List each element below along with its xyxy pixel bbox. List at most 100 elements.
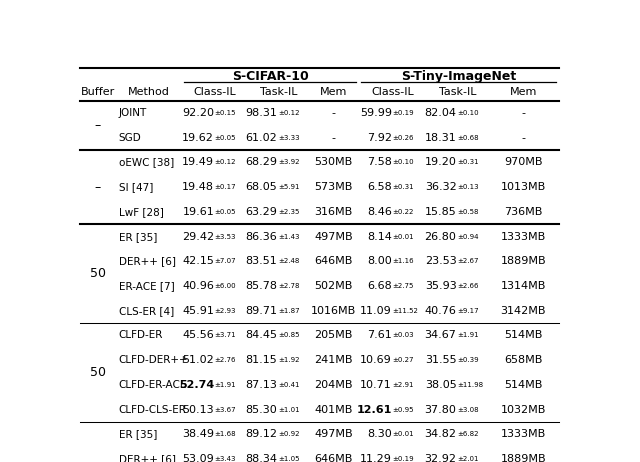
Text: 40.96: 40.96 [182,281,214,291]
Text: 83.51: 83.51 [246,256,277,266]
Text: 8.46: 8.46 [367,207,392,217]
Text: ±11.52: ±11.52 [392,308,419,314]
Text: ±0.10: ±0.10 [457,110,479,116]
Text: 1333MB: 1333MB [500,231,546,242]
Text: CLS-ER [4]: CLS-ER [4] [118,306,174,316]
Text: 1889MB: 1889MB [500,454,546,462]
Text: ±0.94: ±0.94 [457,234,479,240]
Text: 19.49: 19.49 [182,158,214,167]
Text: 63.29: 63.29 [246,207,277,217]
Text: 11.29: 11.29 [360,454,392,462]
Text: 19.62: 19.62 [182,133,214,143]
Text: ±3.53: ±3.53 [214,234,236,240]
Text: ±2.48: ±2.48 [278,258,300,264]
Text: ±3.71: ±3.71 [214,333,236,339]
Text: ±0.15: ±0.15 [214,110,236,116]
Text: ±0.58: ±0.58 [457,209,479,215]
Text: ±11.98: ±11.98 [457,382,483,388]
Text: 85.78: 85.78 [245,281,277,291]
Text: S-CIFAR-10: S-CIFAR-10 [232,70,308,83]
Text: 35.93: 35.93 [425,281,456,291]
Text: Class-IL: Class-IL [194,87,237,97]
Text: 19.48: 19.48 [182,182,214,192]
Text: ±0.01: ±0.01 [392,432,414,438]
Text: ±5.91: ±5.91 [278,184,300,190]
Text: 40.76: 40.76 [424,306,456,316]
Text: 84.45: 84.45 [245,330,277,340]
Text: ±3.92: ±3.92 [278,159,300,165]
Text: 8.30: 8.30 [367,429,392,439]
Text: 50: 50 [90,267,106,280]
Text: 12.61: 12.61 [356,405,392,415]
Text: Mem: Mem [320,87,347,97]
Text: 31.55: 31.55 [425,355,456,365]
Text: 6.58: 6.58 [367,182,392,192]
Text: ±0.26: ±0.26 [392,135,414,141]
Text: 1889MB: 1889MB [500,256,546,266]
Text: 316MB: 316MB [314,207,353,217]
Text: ±0.05: ±0.05 [214,209,236,215]
Text: 205MB: 205MB [314,330,353,340]
Text: 89.12: 89.12 [245,429,277,439]
Text: 19.20: 19.20 [424,158,456,167]
Text: 45.91: 45.91 [182,306,214,316]
Text: 98.31: 98.31 [246,108,277,118]
Text: 1013MB: 1013MB [500,182,546,192]
Text: 53.09: 53.09 [182,454,214,462]
Text: ±0.31: ±0.31 [457,159,479,165]
Text: ±0.12: ±0.12 [214,159,236,165]
Text: ±0.95: ±0.95 [392,407,414,413]
Text: 1314MB: 1314MB [500,281,546,291]
Text: 1333MB: 1333MB [500,429,546,439]
Text: ±9.17: ±9.17 [457,308,479,314]
Text: ±3.33: ±3.33 [278,135,300,141]
Text: ±7.07: ±7.07 [214,258,236,264]
Text: ±1.68: ±1.68 [214,432,236,438]
Text: 82.04: 82.04 [424,108,456,118]
Text: ±1.16: ±1.16 [392,258,414,264]
Text: ±2.67: ±2.67 [457,258,479,264]
Text: ±0.13: ±0.13 [457,184,479,190]
Text: 401MB: 401MB [314,405,353,415]
Text: 61.02: 61.02 [246,133,277,143]
Text: Buffer: Buffer [81,87,115,97]
Text: ±0.19: ±0.19 [392,456,414,462]
Text: ±2.75: ±2.75 [392,283,414,289]
Text: 68.29: 68.29 [245,158,277,167]
Text: ±0.10: ±0.10 [392,159,414,165]
Text: 10.69: 10.69 [360,355,392,365]
Text: ±2.01: ±2.01 [457,456,479,462]
Text: ±0.31: ±0.31 [392,184,414,190]
Text: -: - [332,133,335,143]
Text: 8.00: 8.00 [367,256,392,266]
Text: Task-IL: Task-IL [438,87,476,97]
Text: 87.13: 87.13 [246,380,277,390]
Text: 11.09: 11.09 [360,306,392,316]
Text: 530MB: 530MB [314,158,353,167]
Text: DER++ [6]: DER++ [6] [118,256,176,266]
Text: ±0.85: ±0.85 [278,333,300,339]
Text: 89.71: 89.71 [245,306,277,316]
Text: ±1.91: ±1.91 [457,333,479,339]
Text: SGD: SGD [118,133,141,143]
Text: ±2.35: ±2.35 [278,209,300,215]
Text: –: – [95,181,101,194]
Text: ±0.68: ±0.68 [457,135,479,141]
Text: 38.49: 38.49 [182,429,214,439]
Text: ±0.19: ±0.19 [392,110,414,116]
Text: –: – [95,119,101,132]
Text: S-Tiny-ImageNet: S-Tiny-ImageNet [401,70,516,83]
Text: Method: Method [128,87,170,97]
Text: ±0.22: ±0.22 [392,209,414,215]
Text: 6.68: 6.68 [367,281,392,291]
Text: 92.20: 92.20 [182,108,214,118]
Text: oEWC [38]: oEWC [38] [118,158,174,167]
Text: 37.80: 37.80 [424,405,456,415]
Text: 52.74: 52.74 [179,380,214,390]
Text: 241MB: 241MB [314,355,353,365]
Text: JOINT: JOINT [118,108,147,118]
Text: DER++ [6]: DER++ [6] [118,454,176,462]
Text: 7.61: 7.61 [367,330,392,340]
Text: CLFD-ER-ACE: CLFD-ER-ACE [118,380,187,390]
Text: Task-IL: Task-IL [260,87,297,97]
